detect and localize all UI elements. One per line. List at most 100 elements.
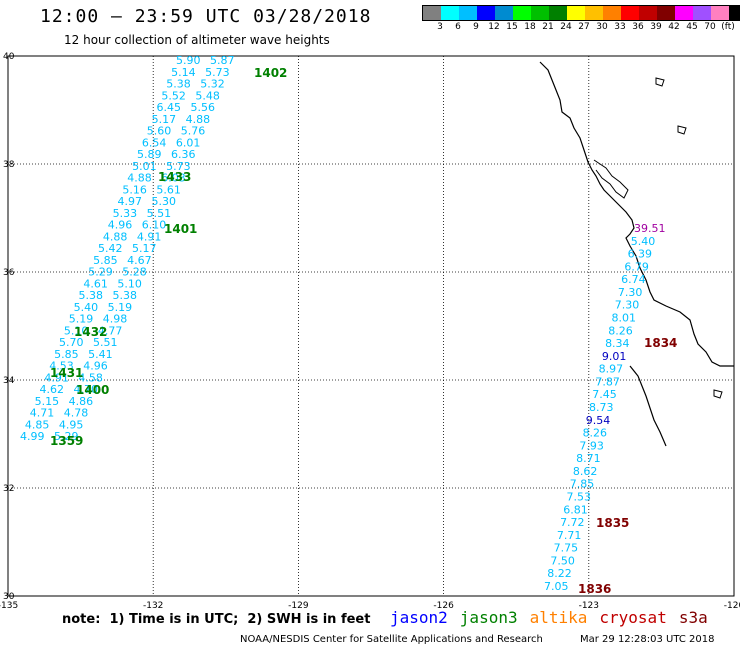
footer-note: note: 1) Time is in UTC; 2) SWH is in fe…	[62, 612, 371, 627]
wave-height-value: 8.34	[605, 337, 630, 350]
satellite-legend: jason2 jason3 altika cryosat s3a	[390, 608, 720, 627]
island	[713, 389, 723, 399]
wave-height-value: 4.58	[78, 371, 103, 384]
wave-height-value: 4.88	[186, 113, 211, 126]
wave-height-value: 5.70	[59, 336, 84, 349]
wave-height-value: 39.51	[634, 222, 666, 235]
wave-height-value: 5.60	[147, 125, 172, 138]
wave-height-value: 7.30	[618, 286, 643, 299]
lat-tick-label: 30	[3, 592, 15, 602]
color-swatch	[495, 6, 513, 20]
wave-height-value: 4.78	[64, 407, 89, 420]
lon-tick-label: -123	[579, 601, 599, 611]
color-swatch	[657, 6, 675, 20]
color-scale-label: 30	[596, 22, 608, 32]
lat-tick-label: 36	[3, 268, 15, 278]
wave-height-value: 5.40	[631, 235, 656, 248]
wave-height-value: 6.79	[624, 260, 649, 273]
island	[655, 77, 665, 87]
color-scale-label: 18	[524, 22, 536, 32]
wave-height-value: 5.17	[152, 113, 177, 126]
pass-labels: 1402 1433 1401 1432 1431 1400 1359 1834 1835 1836	[50, 66, 677, 596]
wave-height-value: 4.77	[98, 324, 123, 337]
wave-height-value: 5.85	[54, 348, 79, 361]
wave-height-value: 5.10	[64, 324, 89, 337]
wave-height-value: 6.74	[621, 273, 646, 286]
wave-height-value: 7.53	[567, 491, 592, 504]
wave-height-value: 5.33	[113, 207, 138, 220]
wave-height-value: 5.19	[69, 313, 94, 326]
wave-height-value: 4.99	[20, 430, 45, 443]
wave-height-value: 5.61	[156, 183, 181, 196]
wave-height-value: 4.70	[74, 383, 99, 396]
wave-height-value: 5.90	[176, 54, 201, 67]
wave-height-value: 6.54	[142, 136, 167, 149]
color-swatch	[477, 6, 495, 20]
wave-height-value: 6.45	[157, 101, 182, 114]
lat-tick-label: 32	[3, 484, 14, 494]
wave-height-value: 4.86	[69, 395, 94, 408]
color-scale-label: 21	[542, 22, 554, 32]
wave-height-value: 5.38	[166, 78, 191, 91]
wave-height-value: 5.89	[137, 148, 162, 161]
color-swatch	[531, 6, 549, 20]
color-scale-label: 3	[437, 22, 443, 32]
wave-height-value: 7.72	[560, 516, 585, 529]
page-title: 12:00 – 23:59 UTC 03/28/2018	[40, 6, 372, 27]
altimeter-track-a: 5.90 5.87 5.14 5.73 5.38 5.32 5.52 5.48 6.45 5.56…	[20, 54, 235, 443]
color-swatch	[693, 6, 711, 20]
wave-height-value: 4.88	[103, 230, 128, 243]
map-gridlines	[8, 56, 734, 596]
wave-height-value: 4.97	[118, 195, 143, 208]
pass-time-label: 1432	[74, 325, 107, 339]
wave-height-value: 8.26	[608, 324, 633, 337]
baja-coast	[629, 365, 667, 447]
altimeter-track-b: 39.515.406.396.796.747.307.308.018.268.3…	[544, 222, 666, 593]
pass-time-label: 1836	[578, 582, 611, 596]
color-swatch	[423, 6, 441, 20]
wave-height-value: 6.36	[171, 148, 196, 161]
wave-height-value: 9.54	[586, 414, 611, 427]
wave-height-value: 5.32	[200, 78, 225, 91]
lon-tick-label: -132	[143, 601, 163, 611]
color-scale-label: 33	[614, 22, 626, 32]
color-scale-label: 42	[668, 22, 680, 32]
wave-height-value: 8.97	[599, 363, 624, 376]
pass-time-label: 1359	[50, 434, 83, 448]
pass-time-label: 1402	[254, 66, 287, 80]
wave-height-value: 5.10	[117, 277, 142, 290]
wave-height-value: 4.98	[103, 313, 128, 326]
lat-tick-label: 38	[3, 160, 15, 170]
color-swatch	[711, 6, 729, 20]
wave-height-value: 4.85	[25, 418, 50, 431]
wave-height-value: 4.71	[30, 407, 55, 420]
wave-height-value: 5.85	[93, 254, 118, 267]
wave-height-value: 5.73	[166, 160, 191, 173]
wave-height-value: 7.71	[557, 529, 582, 542]
pass-time-label: 1835	[596, 516, 629, 530]
wave-height-value: 6.01	[176, 136, 201, 149]
wave-height-value: 8.62	[573, 465, 598, 478]
wave-height-value: 9.01	[602, 350, 627, 363]
island	[677, 125, 687, 135]
wave-height-value: 5.16	[122, 183, 147, 196]
wave-height-value: 6.39	[628, 248, 653, 261]
wave-height-value: 5.19	[108, 301, 133, 314]
wave-height-value: 5.87	[210, 54, 235, 67]
satellite-name: s3a	[678, 608, 708, 627]
wave-height-value: 4.67	[127, 254, 152, 267]
color-swatch	[585, 6, 603, 20]
wave-height-value: 4.95	[59, 418, 84, 431]
lon-tick-label: -120	[724, 601, 740, 611]
generated-timestamp: Mar 29 12:28:03 UTC 2018	[580, 634, 715, 645]
color-swatch	[567, 6, 585, 20]
wave-height-value: 5.14	[171, 66, 196, 79]
wave-height-value: 5.17	[132, 242, 157, 255]
wave-height-value: 7.93	[579, 439, 604, 452]
color-swatch	[675, 6, 693, 20]
lon-tick-label: -129	[288, 601, 309, 611]
color-scale-label: 15	[506, 22, 518, 32]
color-scale-label: 9	[473, 22, 479, 32]
color-scale-label: 36	[632, 22, 644, 32]
wave-height-value: 5.41	[88, 348, 113, 361]
